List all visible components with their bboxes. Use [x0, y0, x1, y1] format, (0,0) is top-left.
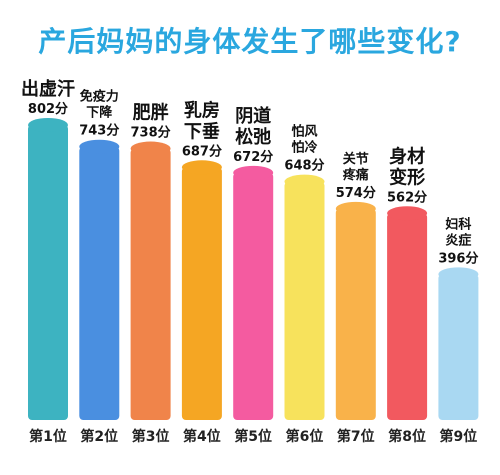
category-label-5-1: 阴道 — [235, 105, 271, 127]
category-label-8-1: 身材 — [389, 145, 425, 167]
category-label-7-2: 疼痛 — [343, 167, 369, 183]
category-label-6-2: 怕冷 — [291, 140, 317, 156]
category-label-9-1: 妇科 — [444, 216, 471, 232]
category-label-4-1: 乳房 — [184, 99, 220, 121]
value-label-1: 802分 — [28, 101, 68, 117]
category-label-6-1: 怕风 — [291, 124, 317, 140]
bar-3 — [130, 148, 171, 421]
rank-label-4: 第4位 — [183, 428, 221, 445]
rank-label-9: 第9位 — [440, 428, 478, 445]
rank-label-5: 第5位 — [234, 428, 272, 445]
bar-9 — [438, 274, 479, 420]
bar-cap-7 — [335, 201, 376, 216]
bar-cap-4 — [181, 160, 222, 175]
category-label-2-2: 下降 — [86, 105, 113, 121]
category-label-7-1: 关节 — [343, 151, 369, 167]
bar-cap-3 — [130, 141, 171, 156]
rank-label-8: 第8位 — [388, 428, 426, 445]
category-label-9-2: 炎症 — [445, 232, 471, 248]
rank-label-3: 第3位 — [132, 428, 170, 445]
bar-2 — [79, 146, 120, 420]
rank-label-6: 第6位 — [286, 428, 324, 445]
value-label-5: 672分 — [233, 149, 273, 165]
bar-cap-1 — [28, 118, 68, 132]
value-label-4: 687分 — [182, 143, 222, 159]
bar-8 — [387, 213, 428, 420]
category-label-4-2: 下垂 — [184, 121, 220, 142]
bar-cap-6 — [284, 174, 325, 189]
value-label-2: 743分 — [79, 123, 119, 139]
bar-cap-8 — [387, 206, 428, 221]
rank-label-7: 第7位 — [337, 428, 375, 445]
value-label-3: 738分 — [131, 125, 171, 141]
bar-cap-9 — [438, 267, 479, 282]
rank-label-1: 第1位 — [29, 428, 67, 445]
bar-cap-5 — [233, 165, 274, 180]
category-label-1-1: 出虚汗 — [21, 78, 75, 100]
bar-6 — [284, 181, 325, 420]
category-label-2-1: 免疫力 — [80, 89, 119, 105]
value-label-8: 562分 — [387, 189, 427, 205]
value-label-7: 574分 — [336, 185, 376, 201]
bar-4 — [181, 167, 222, 420]
rank-label-2: 第2位 — [80, 428, 118, 445]
bar-cap-2 — [79, 139, 120, 154]
value-label-6: 648分 — [284, 158, 324, 174]
bar-1 — [28, 125, 68, 420]
chart-title: 产后妈妈的身体发生了哪些变化? — [38, 25, 462, 58]
category-label-8-2: 变形 — [389, 166, 425, 188]
category-label-3-1: 肥胖 — [132, 102, 169, 124]
bar-7 — [335, 208, 376, 420]
bar-5 — [233, 172, 274, 420]
value-label-9: 396分 — [438, 250, 478, 266]
category-label-5-2: 松弛 — [235, 126, 271, 148]
